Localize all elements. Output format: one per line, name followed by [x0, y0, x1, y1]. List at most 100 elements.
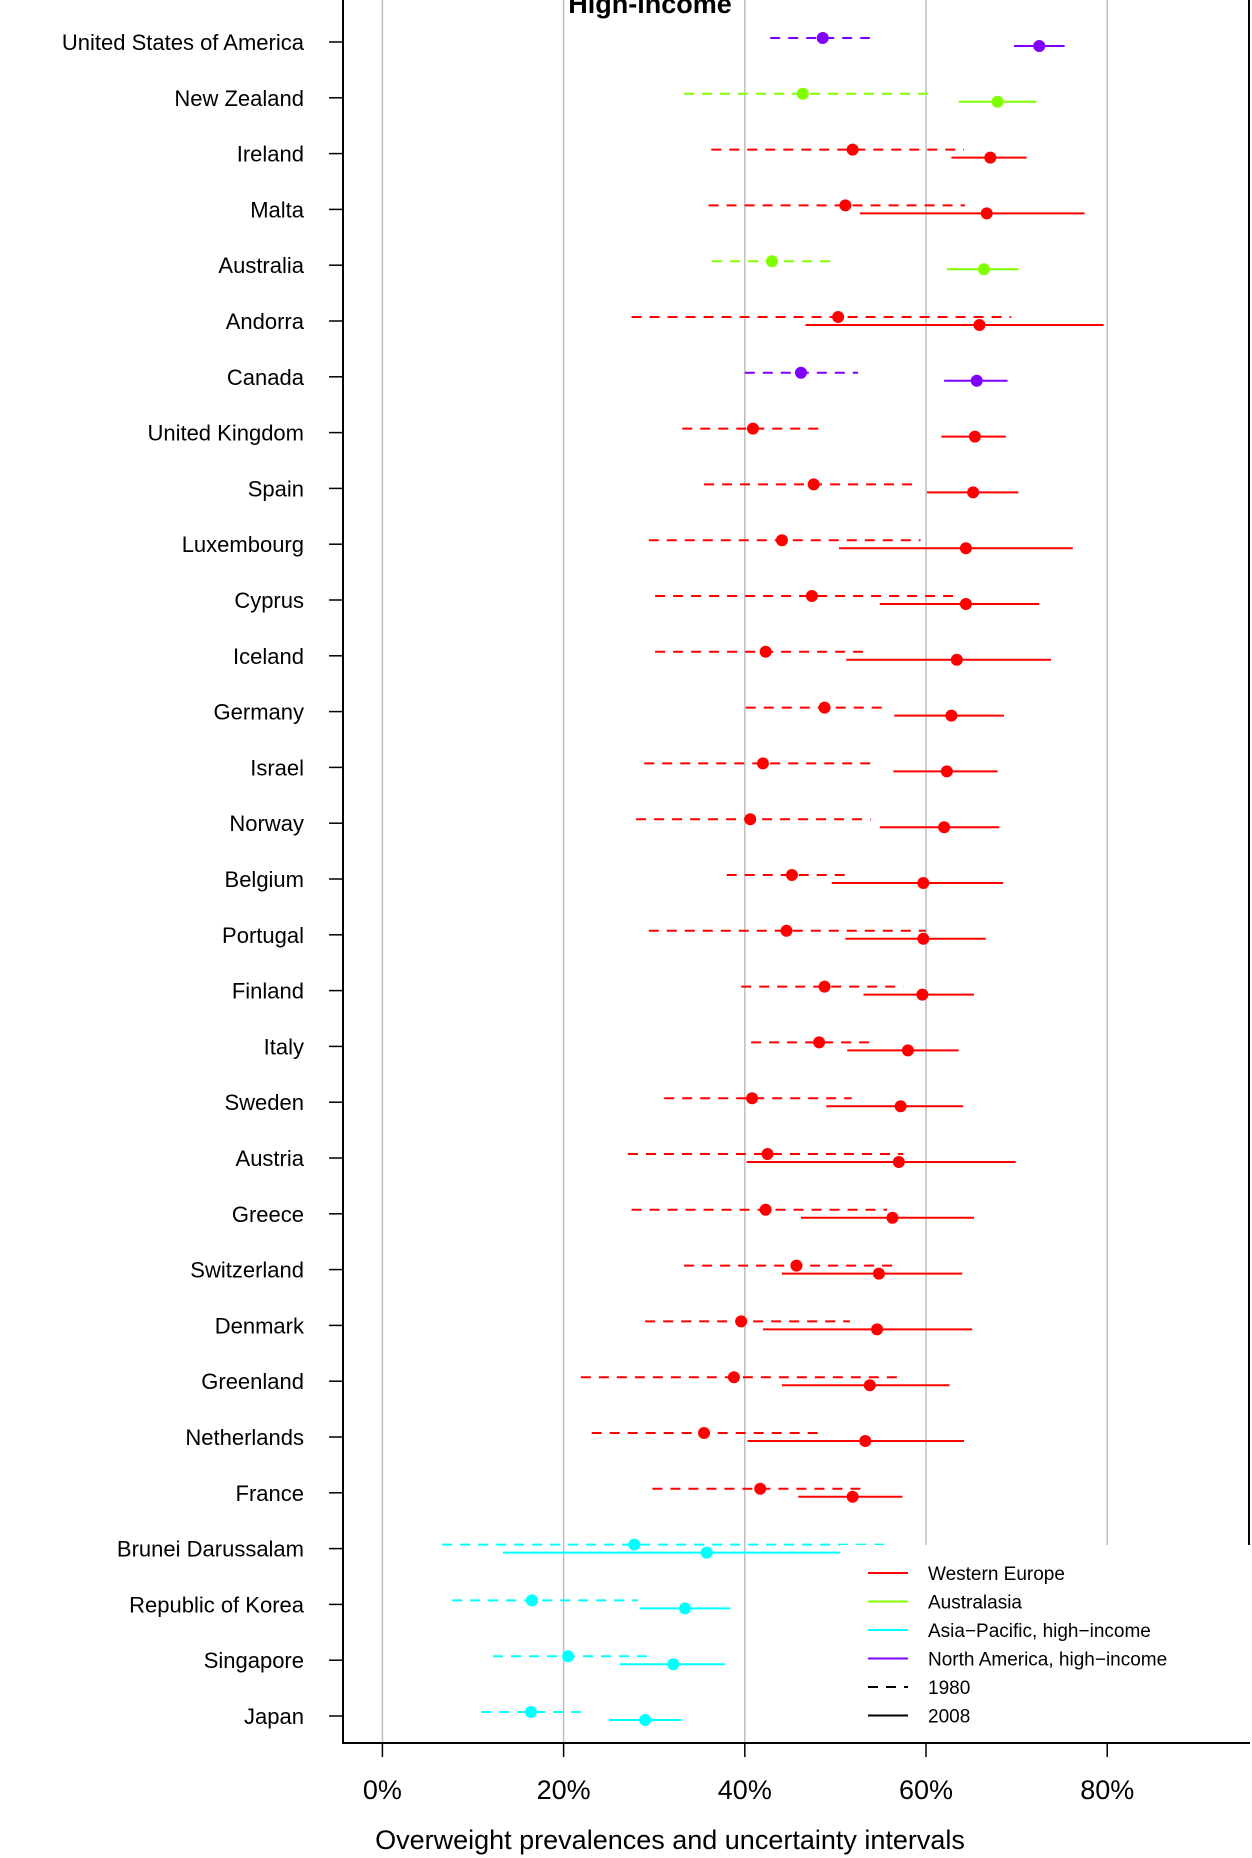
- point-1980: [628, 1538, 641, 1551]
- country-label: Cyprus: [234, 588, 304, 613]
- point-2008: [991, 95, 1004, 108]
- point-2008: [977, 263, 990, 276]
- point-2008: [872, 1267, 885, 1280]
- country-label: Singapore: [204, 1648, 304, 1673]
- point-1980: [816, 32, 829, 44]
- point-2008: [940, 765, 953, 778]
- point-2008: [1033, 40, 1046, 52]
- row-greenland: [580, 1371, 950, 1392]
- row-luxembourg: [648, 534, 1073, 555]
- point-2008: [917, 932, 930, 945]
- point-2008: [894, 1100, 907, 1113]
- point-2008: [950, 653, 963, 666]
- point-1980: [746, 422, 759, 435]
- point-1980: [839, 199, 852, 212]
- point-2008: [917, 877, 930, 889]
- point-1980: [813, 1036, 826, 1049]
- legend-label: North America, high−income: [928, 1650, 1167, 1671]
- legend: Western Europe Australasia Asia−Pacific, h…: [840, 1545, 1251, 1742]
- point-2008: [863, 1379, 876, 1392]
- row-malta: [708, 199, 1085, 220]
- point-1980: [562, 1650, 575, 1663]
- point-1980: [735, 1315, 748, 1328]
- row-switzerland: [684, 1259, 963, 1280]
- point-1980: [744, 813, 757, 826]
- row-brunei-darussalam: [442, 1538, 891, 1559]
- x-axis-title: Overweight prevalences and uncertainty i…: [375, 1825, 965, 1855]
- row-australia: [712, 255, 1019, 276]
- country-label: Canada: [227, 365, 305, 390]
- chart-title: High-income: [568, 0, 732, 19]
- row-new-zealand: [684, 87, 1037, 108]
- country-label: Belgium: [225, 867, 304, 892]
- point-2008: [667, 1658, 680, 1671]
- row-sweden: [664, 1092, 964, 1113]
- x-tick-label: 40%: [718, 1775, 772, 1805]
- point-1980: [805, 590, 818, 602]
- point-2008: [959, 598, 972, 610]
- row-cyprus: [655, 590, 1040, 610]
- point-1980: [818, 980, 831, 993]
- country-label: Japan: [244, 1704, 304, 1729]
- row-france: [652, 1482, 903, 1503]
- country-label: Austria: [236, 1146, 305, 1171]
- x-axis: 0% 20% 40% 60% 80%: [363, 1742, 1134, 1805]
- legend-label: 1980: [928, 1678, 970, 1699]
- point-2008: [846, 1490, 859, 1503]
- point-1980: [775, 534, 788, 547]
- point-1980: [785, 869, 798, 881]
- plot-frame: [342, 0, 1250, 1744]
- point-2008: [945, 709, 958, 722]
- point-2008: [679, 1602, 692, 1615]
- point-1980: [846, 143, 859, 156]
- point-1980: [759, 645, 772, 658]
- point-1980: [754, 1482, 767, 1495]
- point-2008: [970, 374, 983, 387]
- row-norway: [636, 813, 1000, 834]
- legend-label: Asia−Pacific, high−income: [928, 1621, 1151, 1642]
- x-tick-label: 20%: [537, 1775, 591, 1805]
- country-label: Germany: [214, 700, 304, 725]
- point-2008: [859, 1435, 872, 1447]
- country-label: Italy: [264, 1034, 304, 1059]
- row-italy: [751, 1036, 959, 1057]
- row-united-states-of-america: [770, 32, 1065, 52]
- row-singapore: [492, 1650, 725, 1671]
- point-1980: [698, 1427, 711, 1439]
- point-2008: [892, 1156, 905, 1168]
- point-1980: [796, 87, 809, 100]
- country-label: Australia: [218, 253, 304, 278]
- country-label: Luxembourg: [182, 532, 304, 557]
- legend-label: Australasia: [928, 1593, 1022, 1614]
- row-netherlands: [591, 1427, 965, 1447]
- country-label: Netherlands: [185, 1425, 304, 1450]
- row-spain: [704, 478, 1019, 499]
- x-tick-label: 80%: [1080, 1775, 1134, 1805]
- point-2008: [959, 542, 972, 555]
- row-greece: [631, 1203, 975, 1224]
- country-label: Republic of Korea: [129, 1592, 305, 1617]
- country-label: France: [236, 1481, 304, 1506]
- point-1980: [790, 1259, 803, 1272]
- point-1980: [756, 757, 769, 770]
- legend-box: [840, 1545, 1251, 1742]
- country-label: Denmark: [215, 1313, 305, 1338]
- point-2008: [886, 1211, 899, 1224]
- country-label: Spain: [248, 476, 304, 501]
- country-label: Ireland: [237, 142, 304, 167]
- country-labels: United States of America New Zealand Irela…: [62, 30, 343, 1729]
- row-ireland: [711, 143, 1027, 164]
- country-label: Malta: [250, 197, 305, 222]
- country-label: Andorra: [226, 309, 305, 334]
- country-label: Iceland: [233, 644, 304, 669]
- legend-label: Western Europe: [928, 1564, 1065, 1585]
- country-label: Greece: [232, 1202, 304, 1227]
- point-1980: [832, 311, 845, 323]
- row-denmark: [645, 1315, 973, 1336]
- point-2008: [967, 486, 980, 499]
- row-japan: [481, 1706, 682, 1726]
- x-tick-label: 0%: [363, 1775, 402, 1805]
- country-label: United Kingdom: [147, 421, 304, 446]
- country-label: Portugal: [222, 923, 304, 948]
